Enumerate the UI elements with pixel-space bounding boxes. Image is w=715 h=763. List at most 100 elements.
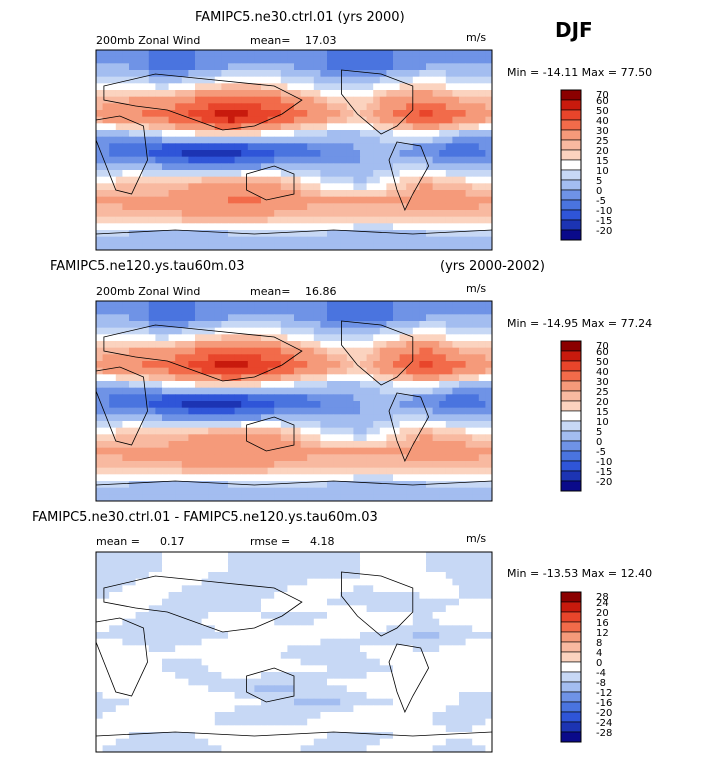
map-cell <box>280 50 288 58</box>
map-cell <box>412 645 420 653</box>
map-cell <box>175 56 183 64</box>
map-cell <box>181 63 189 71</box>
map-cell <box>254 216 262 224</box>
map-cell <box>432 374 440 382</box>
map-cell <box>399 467 407 475</box>
map-cell <box>353 130 361 138</box>
map-cell <box>247 461 255 469</box>
map-cell <box>228 558 235 566</box>
map-cell <box>333 572 341 580</box>
map-cell <box>327 236 334 244</box>
map-cell <box>155 170 163 178</box>
map-cell <box>353 321 361 329</box>
map-cell <box>96 387 103 395</box>
map-cell <box>122 645 130 653</box>
map-cell <box>96 565 103 573</box>
map-cell <box>340 665 348 673</box>
map-cell <box>445 638 453 646</box>
map-cell <box>366 70 374 78</box>
map-cell <box>102 381 110 389</box>
map-cell <box>102 572 110 580</box>
panel2-mean-label: mean= <box>250 285 291 298</box>
map-cell <box>333 645 341 653</box>
map-cell <box>162 143 169 151</box>
map-cell <box>313 618 321 626</box>
map-cell <box>478 203 486 211</box>
map-cell <box>247 116 255 124</box>
map-cell <box>307 321 315 329</box>
map-cell <box>201 301 209 309</box>
map-cell <box>228 90 235 98</box>
map-cell <box>327 76 334 84</box>
map-cell <box>419 474 427 482</box>
map-cell <box>234 236 242 244</box>
map-cell <box>228 454 235 462</box>
map-cell <box>142 96 150 104</box>
map-cell <box>333 612 341 620</box>
map-cell <box>247 183 255 191</box>
map-cell <box>340 123 348 131</box>
map-cell <box>274 685 282 693</box>
map-cell <box>300 103 308 111</box>
map-cell <box>373 441 381 449</box>
map-cell <box>214 210 222 218</box>
map-cell <box>162 156 169 164</box>
map-cell <box>340 481 348 489</box>
map-cell <box>353 176 361 184</box>
map-cell <box>247 394 255 402</box>
map-cell <box>175 665 183 673</box>
map-cell <box>313 183 321 191</box>
map-cell <box>366 150 374 158</box>
map-cell <box>214 638 222 646</box>
map-cell <box>412 421 420 429</box>
map-cell <box>294 645 301 653</box>
map-cell <box>485 381 493 389</box>
map-cell <box>307 203 315 211</box>
map-cell <box>346 63 354 71</box>
map-cell <box>162 612 169 620</box>
map-cell <box>175 341 183 349</box>
map-cell <box>485 190 493 198</box>
map-cell <box>327 672 334 680</box>
map-cell <box>472 321 480 329</box>
map-cell <box>485 454 493 462</box>
map-cell <box>340 632 348 640</box>
map-cell <box>386 434 394 442</box>
map-cell <box>465 183 473 191</box>
map-cell <box>221 558 229 566</box>
map-cell <box>426 638 433 646</box>
map-cell <box>254 692 262 700</box>
map-cell <box>445 110 453 118</box>
map-cell <box>267 618 275 626</box>
map-cell <box>287 381 295 389</box>
map-cell <box>102 467 110 475</box>
map-cell <box>122 658 130 666</box>
map-cell <box>228 176 235 184</box>
map-cell <box>287 56 295 64</box>
map-cell <box>195 632 202 640</box>
map-cell <box>214 645 222 653</box>
map-cell <box>327 103 334 111</box>
map-cell <box>287 190 295 198</box>
map-cell <box>247 63 255 71</box>
map-cell <box>129 578 136 586</box>
map-cell <box>346 301 354 309</box>
map-cell <box>379 638 387 646</box>
map-cell <box>201 183 209 191</box>
map-cell <box>181 130 189 138</box>
map-cell <box>452 243 460 251</box>
map-cell <box>452 474 460 482</box>
map-cell <box>254 150 262 158</box>
map-cell <box>406 652 414 660</box>
map-cell <box>109 236 117 244</box>
map-cell <box>247 585 255 593</box>
map-cell <box>373 341 381 349</box>
map-cell <box>419 123 427 131</box>
map-cell <box>109 301 117 309</box>
map-cell <box>280 598 288 606</box>
map-cell <box>122 63 130 71</box>
map-cell <box>155 367 163 375</box>
map-cell <box>234 183 242 191</box>
map-cell <box>135 585 143 593</box>
map-cell <box>439 487 447 495</box>
